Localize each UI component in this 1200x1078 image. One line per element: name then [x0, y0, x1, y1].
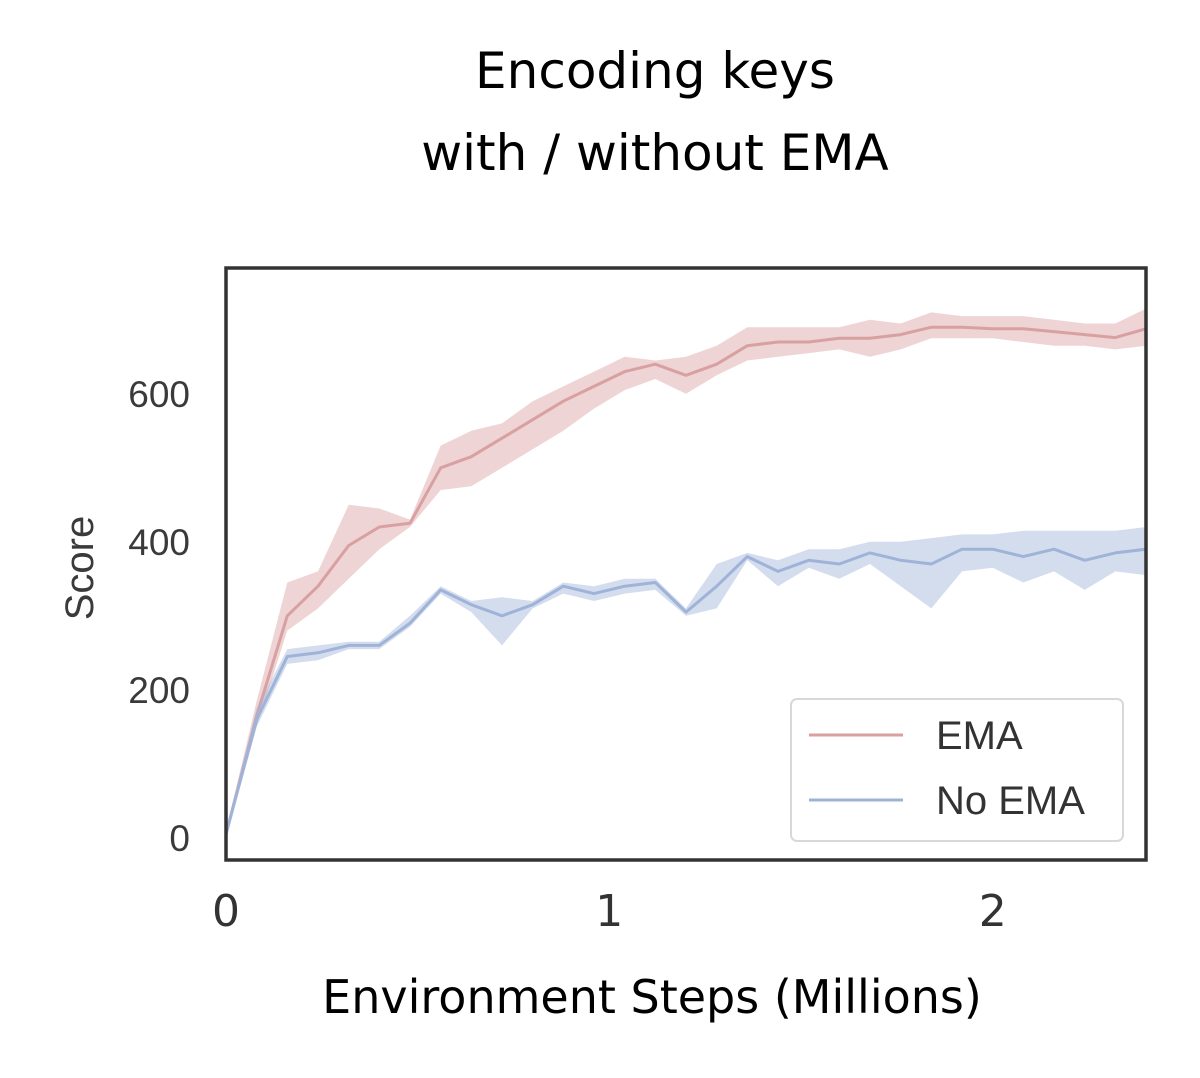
x-tick-label: 2	[979, 886, 1007, 937]
y-tick-label: 600	[128, 374, 190, 415]
legend-label-ema: EMA	[936, 714, 1023, 758]
y-tick-label: 200	[128, 670, 190, 711]
series-ema	[224, 308, 1147, 838]
x-axis-ticks: 0 1 2	[212, 886, 1007, 937]
x-tick-label: 1	[595, 886, 623, 937]
chart-title-line-1: Encoding keys	[475, 42, 835, 100]
x-axis-label: Environment Steps (Millions)	[322, 970, 982, 1024]
y-axis-ticks: 0 200 400 600	[128, 374, 190, 859]
series-no-ema	[224, 527, 1147, 838]
series-band-ema	[226, 308, 1146, 838]
y-tick-label: 400	[128, 522, 190, 563]
series-line-ema	[224, 325, 1147, 835]
legend-label-no-ema: No EMA	[936, 779, 1085, 823]
series-band-no-ema	[226, 527, 1146, 838]
y-axis-label: Score	[58, 516, 102, 621]
plot-frame	[224, 266, 1148, 862]
x-tick-label: 0	[212, 886, 240, 937]
chart-title-line-2: with / without EMA	[421, 124, 889, 182]
series-layer	[224, 308, 1147, 838]
y-tick-label: 0	[169, 818, 190, 859]
series-line-no-ema	[224, 547, 1147, 835]
legend: EMA No EMA	[790, 698, 1124, 842]
